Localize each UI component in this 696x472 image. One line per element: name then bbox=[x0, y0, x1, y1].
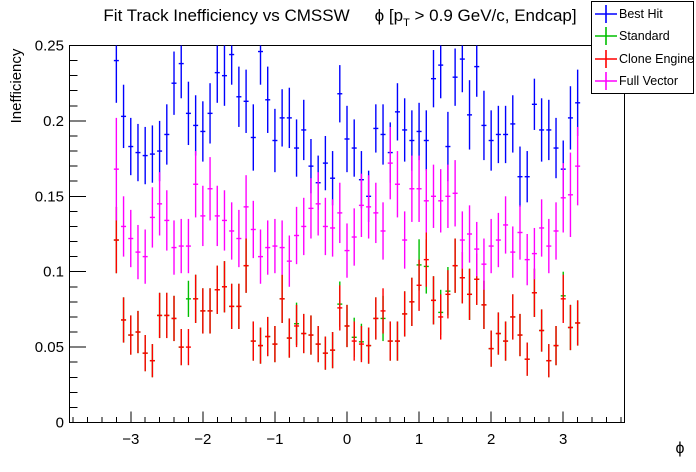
y-axis-title: Inefficiency bbox=[8, 48, 25, 124]
y-tick-label: 0.2 bbox=[43, 113, 64, 130]
y-tick-label: 0.25 bbox=[35, 38, 64, 55]
page-title: Fit Track Inefficiency vs CMSSW ϕ [pT > 0… bbox=[60, 6, 620, 29]
x-tick-label: 3 bbox=[559, 431, 567, 448]
legend-item-clone-engine: Clone Engine bbox=[592, 48, 695, 70]
title-phi-expression: ϕ [p bbox=[374, 6, 404, 25]
x-tick-label: 2 bbox=[487, 431, 495, 448]
x-tick-label: −3 bbox=[122, 431, 139, 448]
legend-marker-icon bbox=[595, 71, 617, 90]
legend: Best Hit Standard Clone Engine Full Vector bbox=[591, 1, 694, 94]
legend-item-label: Full Vector bbox=[619, 73, 679, 88]
x-axis-title: ϕ bbox=[675, 440, 685, 457]
y-tick-label: 0 bbox=[56, 415, 64, 432]
series-full-vector bbox=[113, 117, 581, 290]
y-tick-label: 0.05 bbox=[35, 339, 64, 356]
x-tick-label: 0 bbox=[343, 431, 351, 448]
title-pt-subscript: T bbox=[403, 17, 410, 29]
x-tick-label: −1 bbox=[266, 431, 283, 448]
axis-ticks bbox=[69, 45, 622, 423]
legend-marker-icon bbox=[595, 5, 617, 24]
legend-marker-icon bbox=[595, 27, 617, 46]
x-tick-label: 1 bbox=[415, 431, 423, 448]
title-text: Fit Track Inefficiency vs CMSSW bbox=[103, 6, 350, 25]
y-tick-label: 0.1 bbox=[43, 264, 64, 281]
legend-marker-icon bbox=[595, 49, 617, 68]
legend-item-best-hit: Best Hit bbox=[592, 3, 693, 25]
legend-item-standard: Standard bbox=[592, 25, 693, 47]
x-tick-label: −2 bbox=[194, 431, 211, 448]
title-cut-text: > 0.9 GeV/c, Endcap] bbox=[409, 6, 577, 25]
legend-item-label: Standard bbox=[619, 29, 670, 44]
legend-item-label: Clone Engine bbox=[619, 51, 695, 66]
y-tick-label: 0.15 bbox=[35, 188, 64, 205]
legend-item-label: Best Hit bbox=[619, 7, 663, 22]
series-clone-engine bbox=[113, 206, 581, 378]
series-best-hit bbox=[113, 45, 581, 222]
legend-item-full-vector: Full Vector bbox=[592, 70, 693, 92]
